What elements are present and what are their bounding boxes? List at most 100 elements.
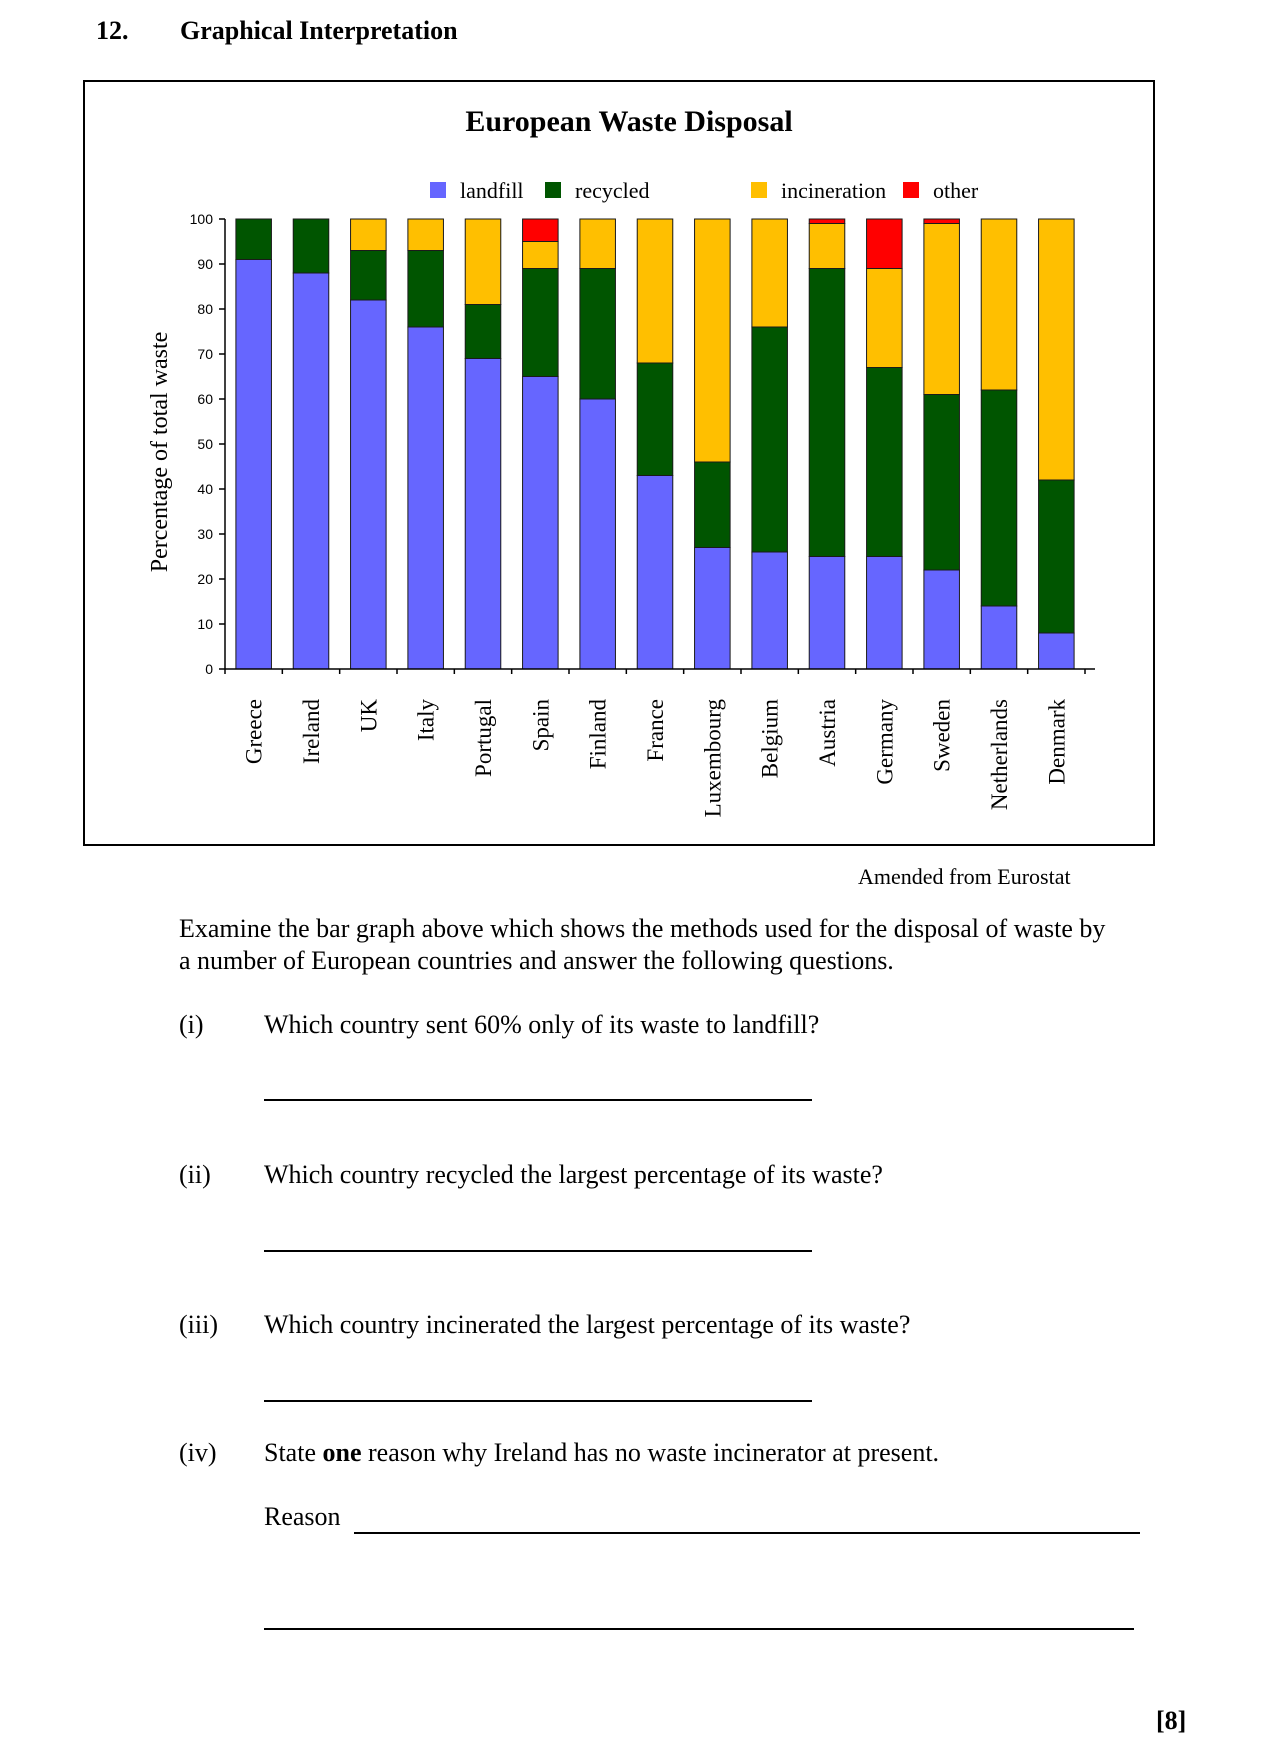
bar-finland-recycled — [579, 268, 616, 400]
question-ii-number: (ii) — [179, 1160, 211, 1189]
reason-label: Reason — [264, 1502, 341, 1531]
bar-austria-recycled — [808, 268, 846, 557]
question-iii-number: (iii) — [179, 1310, 218, 1339]
bar-austria-landfill — [808, 556, 846, 670]
bar-germany-recycled — [866, 367, 903, 557]
y-tick-label-90: 90 — [197, 256, 213, 272]
bar-portugal-incineration — [464, 218, 502, 305]
bar-germany-other — [866, 218, 903, 269]
legend-swatch-recycled — [545, 182, 561, 198]
bars — [235, 218, 1075, 670]
bar-netherlands-incineration — [980, 218, 1018, 391]
legend-label-landfill: landfill — [460, 178, 524, 203]
question-iii-text: Which country incinerated the largest pe… — [264, 1310, 911, 1339]
question-heading: Graphical Interpretation — [180, 16, 458, 45]
intro-line-2: a number of European countries and answe… — [179, 946, 894, 975]
bar-denmark-recycled — [1038, 479, 1075, 634]
bar-sweden-incineration — [923, 223, 960, 395]
bar-greece-landfill — [235, 259, 272, 670]
x-tick-label-netherlands: Netherlands — [987, 699, 1012, 810]
bar-sweden-other — [923, 218, 960, 224]
y-tick-label-50: 50 — [197, 436, 213, 452]
y-tick-label-30: 30 — [197, 526, 213, 542]
bar-ireland-recycled — [292, 218, 330, 274]
legend-swatch-landfill — [430, 182, 446, 198]
chart-title: European Waste Disposal — [465, 105, 792, 138]
bar-france-recycled — [636, 362, 674, 476]
bar-ireland-landfill — [292, 272, 330, 670]
y-tick-label-60: 60 — [197, 391, 213, 407]
y-tick-label-20: 20 — [197, 571, 213, 587]
bar-finland-incineration — [579, 218, 616, 269]
bar-spain-incineration — [522, 241, 559, 269]
bar-italy-incineration — [407, 218, 444, 251]
bar-italy-landfill — [407, 326, 444, 670]
legend-label-recycled: recycled — [575, 178, 650, 203]
bar-uk-recycled — [350, 250, 387, 301]
bar-italy-recycled — [407, 250, 444, 328]
x-tick-label-uk: UK — [356, 699, 381, 733]
bar-sweden-landfill — [923, 569, 960, 670]
x-tick-label-finland: Finland — [586, 699, 611, 770]
bar-germany-landfill — [866, 556, 903, 670]
question-iv-text-before: State — [264, 1438, 323, 1467]
source-note: Amended from Eurostat — [858, 864, 1071, 889]
question-iv-number: (iv) — [179, 1438, 217, 1467]
y-axis-label: Percentage of total waste — [147, 332, 173, 573]
bar-luxembourg-incineration — [694, 218, 731, 463]
bar-finland-landfill — [579, 398, 616, 670]
question-i-text: Which country sent 60% only of its waste… — [264, 1010, 820, 1039]
y-tick-label-40: 40 — [197, 481, 213, 497]
bar-germany-incineration — [866, 268, 903, 368]
legend-label-other: other — [933, 178, 979, 203]
x-tick-label-austria: Austria — [815, 699, 840, 767]
bar-uk-incineration — [350, 218, 387, 251]
question-number: 12. — [96, 16, 129, 45]
bar-netherlands-landfill — [980, 605, 1018, 670]
x-tick-label-italy: Italy — [414, 699, 439, 742]
bar-denmark-incineration — [1038, 218, 1075, 481]
x-axis: Greece Ireland UK Italy Portugal Spain Finland… — [224, 668, 1095, 817]
bar-belgium-incineration — [751, 218, 788, 328]
bar-denmark-landfill — [1038, 632, 1075, 670]
y-tick-label-10: 10 — [197, 616, 213, 632]
bar-spain-recycled — [522, 268, 559, 377]
x-tick-label-denmark: Denmark — [1044, 699, 1069, 785]
bar-belgium-recycled — [751, 326, 788, 553]
answer-line-iii[interactable] — [264, 1400, 812, 1402]
x-tick-label-germany: Germany — [872, 699, 897, 785]
legend: landfill recycled incineration other — [430, 178, 979, 203]
bar-austria-other — [808, 218, 846, 224]
answer-line-ii[interactable] — [264, 1250, 812, 1252]
bar-greece-recycled — [235, 218, 272, 260]
question-iv-text: State one reason why Ireland has no wast… — [264, 1436, 939, 1469]
marks-label: [8] — [1156, 1706, 1187, 1735]
question-ii-text: Which country recycled the largest perce… — [264, 1160, 883, 1189]
bar-france-incineration — [636, 218, 674, 364]
y-tick-label-0: 0 — [205, 661, 213, 677]
bar-luxembourg-landfill — [694, 547, 731, 670]
legend-swatch-incineration — [751, 182, 767, 198]
answer-line-reason[interactable] — [354, 1532, 1140, 1534]
chart-frame: European Waste Disposal landfill recycled… — [83, 80, 1155, 846]
bar-france-landfill — [636, 475, 674, 670]
x-tick-label-portugal: Portugal — [471, 699, 496, 777]
bar-luxembourg-recycled — [694, 461, 731, 548]
y-tick-label-80: 80 — [197, 301, 213, 317]
y-tick-label-70: 70 — [197, 346, 213, 362]
question-iv-text-bold: one — [322, 1438, 362, 1467]
question-iv-text-after: reason why Ireland has no waste incinera… — [361, 1438, 940, 1467]
bar-portugal-recycled — [464, 304, 502, 359]
bar-portugal-landfill — [464, 358, 502, 670]
answer-line-reason-2[interactable] — [264, 1628, 1134, 1630]
x-tick-label-spain: Spain — [528, 699, 553, 752]
intro-line-1: Examine the bar graph above which shows … — [179, 914, 1106, 943]
question-i-number: (i) — [179, 1010, 204, 1039]
x-tick-label-sweden: Sweden — [930, 699, 955, 772]
legend-label-incineration: incineration — [781, 178, 886, 203]
answer-line-i[interactable] — [264, 1099, 812, 1101]
bar-uk-landfill — [350, 299, 387, 670]
bar-spain-landfill — [522, 376, 559, 670]
x-tick-label-greece: Greece — [242, 699, 267, 764]
x-tick-label-france: France — [643, 699, 668, 762]
